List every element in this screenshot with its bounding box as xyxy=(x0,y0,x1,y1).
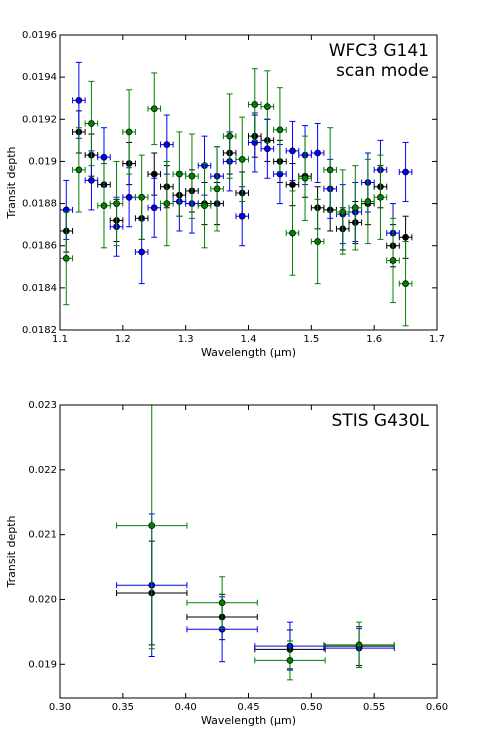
marker xyxy=(251,101,259,108)
x-tick-label: 1.7 xyxy=(429,334,445,345)
marker xyxy=(286,657,294,664)
plot-area xyxy=(116,405,395,681)
marker xyxy=(100,202,108,210)
x-tick-label: 0.60 xyxy=(426,702,448,713)
marker xyxy=(289,147,296,155)
marker xyxy=(213,185,221,193)
y-tick-label: 0.023 xyxy=(28,400,57,411)
marker xyxy=(402,233,409,241)
marker xyxy=(326,166,334,174)
marker xyxy=(176,170,183,178)
x-tick-label: 0.55 xyxy=(363,702,385,713)
y-axis-label: Transit depth xyxy=(5,146,18,219)
x-tick-label: 1.1 xyxy=(52,334,68,345)
y-tick-label: 0.0194 xyxy=(22,72,57,83)
axes-frame xyxy=(59,34,438,331)
y-axis-label: Transit depth xyxy=(5,515,18,588)
y-tick-label: 0.0196 xyxy=(22,30,57,41)
marker xyxy=(88,177,95,184)
marker xyxy=(364,198,372,205)
marker xyxy=(389,257,397,264)
x-tick-label: 0.30 xyxy=(49,702,71,713)
marker xyxy=(138,193,146,201)
y-tick-label: 0.022 xyxy=(28,465,57,476)
marker xyxy=(113,200,120,207)
y-tick-label: 0.0184 xyxy=(22,283,57,294)
x-axis-label: Wavelength (μm) xyxy=(201,346,296,359)
marker xyxy=(264,145,271,153)
marker xyxy=(163,200,171,207)
marker xyxy=(314,149,321,157)
marker xyxy=(351,204,359,212)
x-tick-label: 0.50 xyxy=(300,702,322,713)
marker xyxy=(339,208,347,216)
marker xyxy=(163,141,171,148)
marker xyxy=(218,599,226,607)
plot-area xyxy=(60,61,413,327)
marker xyxy=(226,132,233,140)
marker xyxy=(264,103,271,110)
y-tick-label: 0.019 xyxy=(28,659,57,670)
x-tick-label: 0.35 xyxy=(112,702,134,713)
marker xyxy=(301,174,309,182)
marker xyxy=(125,193,133,201)
marker xyxy=(100,153,108,161)
y-tick-label: 0.021 xyxy=(28,530,57,541)
x-tick-label: 0.45 xyxy=(237,702,259,713)
x-axis-label: Wavelength (μm) xyxy=(201,714,296,727)
marker xyxy=(289,229,296,237)
marker xyxy=(88,120,95,127)
marker xyxy=(148,522,156,529)
marker xyxy=(150,170,158,178)
marker xyxy=(62,255,70,262)
marker xyxy=(276,126,284,134)
marker xyxy=(150,204,158,212)
x-tick-label: 1.6 xyxy=(366,334,382,345)
marker xyxy=(377,193,384,201)
marker xyxy=(138,248,146,256)
x-tick-label: 1.2 xyxy=(115,334,131,345)
marker xyxy=(75,96,83,104)
y-tick-label: 0.0188 xyxy=(22,199,57,210)
x-tick-label: 1.4 xyxy=(241,334,257,345)
marker xyxy=(402,168,409,176)
annotation: WFC3 G141 xyxy=(329,41,429,61)
x-tick-label: 1.3 xyxy=(178,334,194,345)
y-tick-label: 0.0186 xyxy=(22,241,57,252)
marker xyxy=(238,155,246,163)
x-tick-label: 1.5 xyxy=(303,334,319,345)
y-tick-label: 0.0192 xyxy=(22,114,57,125)
axes-frame xyxy=(59,404,438,699)
y-tick-label: 0.0182 xyxy=(22,325,57,336)
marker xyxy=(150,105,158,113)
y-tick-label: 0.019 xyxy=(28,156,57,167)
marker xyxy=(201,202,208,210)
marker xyxy=(402,280,409,287)
x-tick-label: 0.40 xyxy=(175,702,197,713)
marker xyxy=(125,128,133,136)
marker xyxy=(355,641,363,649)
marker xyxy=(188,172,196,180)
marker xyxy=(75,166,83,174)
annotation: STIS G430L xyxy=(332,411,430,431)
marker xyxy=(289,181,296,188)
marker xyxy=(238,212,246,220)
marker xyxy=(314,238,321,245)
annotation: scan mode xyxy=(336,61,429,81)
y-tick-label: 0.020 xyxy=(28,594,57,605)
